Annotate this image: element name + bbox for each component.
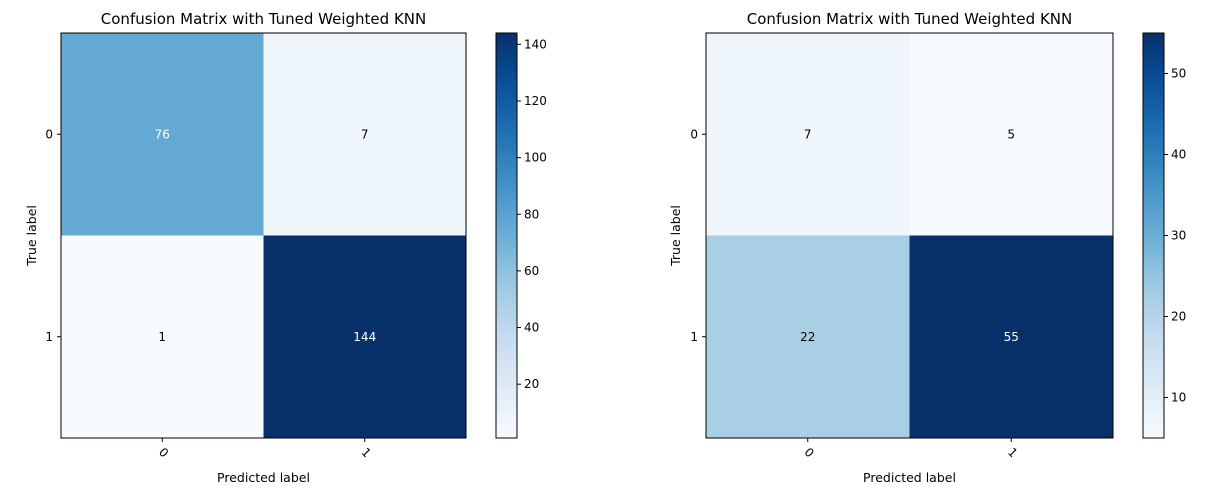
x-tick-label: 0 xyxy=(802,445,817,460)
axes-frame xyxy=(705,32,1114,439)
heatmap-cell-1-1 xyxy=(263,235,466,438)
y-tick-label: 0 xyxy=(45,127,53,141)
heatmap-cell-0-1 xyxy=(909,33,1113,236)
heatmap-cell-1-1 xyxy=(909,235,1113,438)
colorbar-tick-label: 30 xyxy=(1171,229,1186,243)
colorbar xyxy=(1142,32,1165,439)
cell-value-0-1: 5 xyxy=(1007,127,1015,141)
y-axis-label: True label xyxy=(24,205,39,267)
heatmap-cell-0-0 xyxy=(61,33,264,236)
cell-value-1-1: 144 xyxy=(353,330,376,344)
y-axis-label: True label xyxy=(668,205,683,267)
colorbar-tick-label: 20 xyxy=(524,377,539,391)
axes-frame xyxy=(60,32,467,439)
heatmap-cell-1-0 xyxy=(61,235,264,438)
x-tick-label: 0 xyxy=(156,445,171,460)
colorbar-tick-label: 60 xyxy=(524,264,539,278)
colorbar-tick-label: 40 xyxy=(1171,148,1186,162)
y-tick-label: 0 xyxy=(690,127,698,141)
colorbar-tick-label: 40 xyxy=(524,321,539,335)
y-tick-label: 1 xyxy=(690,330,698,344)
colorbar-tick-label: 50 xyxy=(1171,67,1186,81)
colorbar-tick-label: 20 xyxy=(1171,310,1186,324)
colorbar xyxy=(495,32,518,439)
chart-title: Confusion Matrix with Tuned Weighted KNN xyxy=(101,10,426,28)
cell-value-1-1: 55 xyxy=(1004,330,1019,344)
chart-0: 76 7 1 144 Confusion Matrix with Tuned Weigh… xyxy=(24,10,547,485)
heatmap-cell-0-1 xyxy=(263,33,466,236)
colorbar-tick-label: 10 xyxy=(1171,391,1186,405)
heatmap-cell-0-0 xyxy=(706,33,910,236)
chart-1: 7 5 22 55 Confusion Matrix with Tuned Weight… xyxy=(668,10,1186,485)
x-tick-label: 1 xyxy=(359,445,374,460)
y-tick-label: 1 xyxy=(45,330,53,344)
x-tick-label: 1 xyxy=(1005,445,1020,460)
cell-value-0-0: 76 xyxy=(155,127,170,141)
colorbar-tick-label: 80 xyxy=(524,207,539,221)
colorbar-tick-label: 140 xyxy=(524,37,547,51)
cell-value-1-0: 22 xyxy=(800,330,815,344)
colorbar-tick-label: 120 xyxy=(524,94,547,108)
x-axis-label: Predicted label xyxy=(863,470,956,485)
cell-value-1-0: 1 xyxy=(158,330,166,344)
cell-value-0-0: 7 xyxy=(804,127,812,141)
heatmap-cell-1-0 xyxy=(706,235,910,438)
x-axis-label: Predicted label xyxy=(217,470,310,485)
cell-value-0-1: 7 xyxy=(361,127,369,141)
colorbar-tick-label: 100 xyxy=(524,151,547,165)
chart-title: Confusion Matrix with Tuned Weighted KNN xyxy=(747,10,1072,28)
